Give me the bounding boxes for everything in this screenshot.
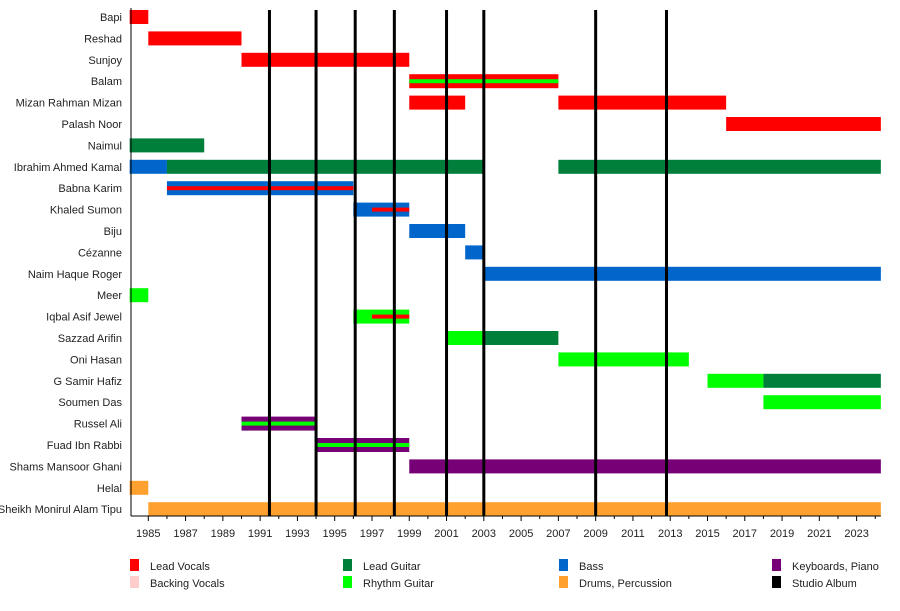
member-label: Reshad <box>84 33 122 45</box>
x-tick-label: 2011 <box>621 528 645 540</box>
x-tick-label: 1997 <box>360 528 384 540</box>
member-label: Bapi <box>100 12 122 24</box>
member-label: Khaled Sumon <box>50 205 122 217</box>
bar-rhythm_guitar <box>129 288 149 303</box>
member-label: Iqbal Asif Jewel <box>46 312 122 324</box>
x-tick-label: 1993 <box>285 528 309 540</box>
legend-swatch-bass <box>559 559 568 571</box>
bar-keyboards <box>409 459 881 474</box>
bar-bass <box>129 159 167 174</box>
legend-label-keyboards: Keyboards, Piano <box>792 561 879 573</box>
x-tick-label: 1991 <box>248 528 272 540</box>
legend-label-bass: Bass <box>579 561 604 573</box>
bar-rhythm_guitar <box>707 373 764 388</box>
bar-bass <box>483 266 881 281</box>
x-tick-label: 2023 <box>844 528 868 540</box>
x-tick-label: 2017 <box>733 528 757 540</box>
member-label: Oni Hasan <box>70 354 122 366</box>
bar-lead_vocals <box>148 31 242 46</box>
bar-drums <box>148 502 881 517</box>
bar-rhythm_guitar <box>558 352 689 367</box>
member-label: G Samir Hafiz <box>54 376 122 388</box>
legend-swatch-keyboards <box>772 559 781 571</box>
stripe-rhythm_guitar <box>316 443 410 447</box>
member-label: Soumen Das <box>58 397 122 409</box>
x-tick-label: 2001 <box>434 528 458 540</box>
legend-swatch-rhythm_guitar <box>343 576 352 588</box>
x-tick-label: 2015 <box>695 528 719 540</box>
bar-bass <box>409 224 466 238</box>
x-tick-label: 1999 <box>397 528 421 540</box>
member-label: Mizan Rahman Mizan <box>16 98 122 110</box>
member-label: Naimul <box>88 140 122 152</box>
x-tick-label: 2007 <box>546 528 570 540</box>
member-label: Meer <box>97 290 122 302</box>
bar-lead_vocals <box>558 95 727 110</box>
member-label: Babna Karim <box>58 183 122 195</box>
member-label: Shams Mansoor Ghani <box>10 461 123 473</box>
member-label: Ibrahim Ahmed Kamal <box>14 162 122 174</box>
legend-label-album: Studio Album <box>792 578 857 590</box>
legend-label-backing_vocals: Backing Vocals <box>150 578 225 590</box>
x-tick-label: 1985 <box>136 528 160 540</box>
stripe-lead_vocals <box>166 186 354 191</box>
bar-lead_guitar <box>558 159 881 174</box>
bar-lead_vocals <box>241 52 410 67</box>
bar-rhythm_guitar <box>763 395 881 410</box>
x-tick-label: 1987 <box>173 528 197 540</box>
bar-lead_vocals <box>726 117 881 131</box>
bar-lead_vocals <box>409 95 466 110</box>
member-label: Cézanne <box>78 247 122 259</box>
member-label: Sheikh Monirul Alam Tipu <box>0 504 122 516</box>
stripe-lead_vocals <box>371 207 410 212</box>
x-tick-label: 1995 <box>322 528 346 540</box>
bar-rhythm_guitar <box>446 331 484 345</box>
x-tick-label: 2009 <box>583 528 607 540</box>
legend-swatch-backing_vocals <box>130 576 139 588</box>
member-label: Fuad Ibn Rabbi <box>47 440 122 452</box>
bar-lead_guitar <box>763 373 881 388</box>
stripe-rhythm_guitar <box>241 421 317 426</box>
member-label: Sazzad Arifin <box>58 333 122 345</box>
x-tick-label: 2005 <box>509 528 533 540</box>
bar-lead_vocals <box>129 10 149 24</box>
member-label: Helal <box>97 483 122 495</box>
x-tick-label: 2021 <box>807 528 831 540</box>
member-label: Sunjoy <box>88 55 122 67</box>
member-label: Naim Haque Roger <box>28 269 122 281</box>
bar-bass <box>465 245 484 260</box>
x-tick-label: 2013 <box>658 528 682 540</box>
member-label: Biju <box>104 226 122 238</box>
bar-lead_guitar <box>129 138 205 153</box>
member-label: Palash Noor <box>61 119 122 131</box>
legend-label-lead_guitar: Lead Guitar <box>363 561 421 573</box>
legend-swatch-lead_vocals <box>130 559 139 571</box>
x-tick-label: 1989 <box>211 528 235 540</box>
stripe-lead_vocals <box>371 314 410 319</box>
x-tick-label: 2019 <box>770 528 794 540</box>
legend-swatch-lead_guitar <box>343 559 352 571</box>
member-label: Balam <box>91 76 122 88</box>
member-label: Russel Ali <box>74 419 122 431</box>
x-tick-label: 2003 <box>472 528 496 540</box>
legend-label-drums: Drums, Percussion <box>579 578 672 590</box>
legend-swatch-album <box>772 576 781 588</box>
bar-drums <box>129 480 149 495</box>
legend-label-lead_vocals: Lead Vocals <box>150 561 210 573</box>
legend-label-rhythm_guitar: Rhythm Guitar <box>363 578 434 590</box>
legend-swatch-drums <box>559 576 568 588</box>
bar-lead_guitar <box>483 331 559 345</box>
bar-lead_guitar <box>166 159 484 174</box>
